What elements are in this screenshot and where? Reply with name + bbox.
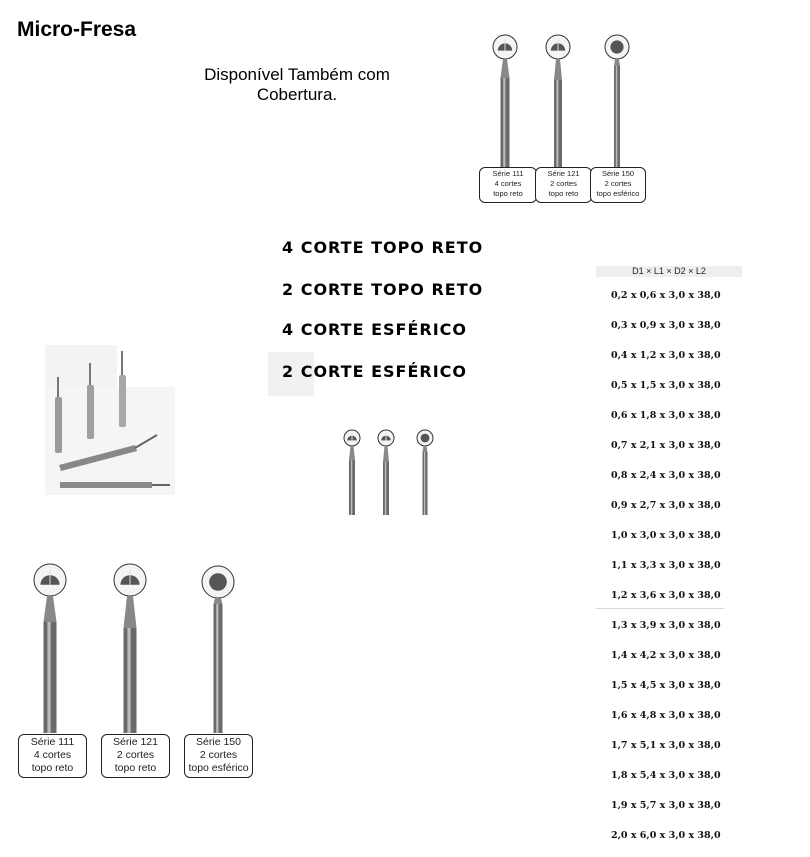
mid-end-mill-1-icon	[343, 429, 361, 515]
coating-note: Disponível Também com Cobertura.	[204, 65, 390, 104]
caption-serie-150: Série 150 2 cortes topo esférico	[184, 734, 253, 778]
page-title: Micro-Fresa	[17, 18, 137, 41]
large-end-mill-121-icon	[113, 563, 147, 733]
large-end-mill-111-icon	[33, 563, 67, 733]
size-row: 1,5 x 4,5 x 3,0 x 38,0	[611, 680, 721, 691]
size-row: 1,9 x 5,7 x 3,0 x 38,0	[611, 800, 721, 811]
size-row: 1,4 x 4,2 x 3,0 x 38,0	[611, 650, 721, 661]
large-end-mill-150-icon	[201, 565, 235, 733]
size-row: 1,1 x 3,3 x 3,0 x 38,0	[611, 560, 721, 571]
end-mill-111-icon	[492, 34, 518, 167]
heading-2-corte-esferico: 2 CORTE ESFÉRICO	[282, 362, 467, 381]
size-row: 0,7 x 2,1 x 3,0 x 38,0	[611, 440, 721, 451]
size-row: 0,4 x 1,2 x 3,0 x 38,0	[611, 350, 721, 361]
heading-4-corte-topo-reto: 4 CORTE TOPO RETO	[282, 238, 484, 257]
size-row: 1,0 x 3,0 x 3,0 x 38,0	[611, 530, 721, 541]
size-row: 1,7 x 5,1 x 3,0 x 38,0	[611, 740, 721, 751]
caption-serie-150-top: Série 150 2 cortes topo esférico	[590, 167, 646, 203]
caption-serie-121: Série 121 2 cortes topo reto	[101, 734, 170, 778]
top-series-illustration	[492, 34, 630, 167]
end-mill-150-icon	[604, 34, 630, 167]
size-row: 0,3 x 0,9 x 3,0 x 38,0	[611, 320, 721, 331]
size-row: 0,5 x 1,5 x 3,0 x 38,0	[611, 380, 721, 391]
size-row: 2,0 x 6,0 x 3,0 x 38,0	[611, 830, 721, 841]
heading-2-corte-topo-reto: 2 CORTE TOPO RETO	[282, 280, 484, 299]
size-row: 0,8 x 2,4 x 3,0 x 38,0	[611, 470, 721, 481]
mid-end-mill-2-icon	[377, 429, 395, 515]
heading-background	[268, 352, 314, 396]
size-row: 1,3 x 3,9 x 3,0 x 38,0	[611, 620, 721, 631]
heading-4-corte-esferico: 4 CORTE ESFÉRICO	[282, 320, 467, 339]
mid-end-mill-3-icon	[416, 429, 434, 515]
caption-serie-111-top: Série 111 4 cortes topo reto	[479, 167, 537, 203]
size-row: 0,9 x 2,7 x 3,0 x 38,0	[611, 500, 721, 511]
size-row: 0,6 x 1,8 x 3,0 x 38,0	[611, 410, 721, 421]
caption-serie-121-top: Série 121 2 cortes topo reto	[535, 167, 592, 203]
caption-serie-111: Série 111 4 cortes topo reto	[18, 734, 87, 778]
size-row: 1,6 x 4,8 x 3,0 x 38,0	[611, 710, 721, 721]
product-photo	[45, 345, 175, 495]
middle-tools-illustration	[343, 429, 434, 515]
table-divider	[596, 608, 724, 609]
size-row: 1,2 x 3,6 x 3,0 x 38,0	[611, 590, 721, 601]
bottom-series-illustration	[33, 563, 235, 733]
dimensions-header: D1 × L1 × D2 × L2	[596, 266, 742, 277]
end-mill-121-icon	[545, 34, 571, 167]
size-row: 1,8 x 5,4 x 3,0 x 38,0	[611, 770, 721, 781]
size-row: 0,2 x 0,6 x 3,0 x 38,0	[611, 290, 721, 301]
